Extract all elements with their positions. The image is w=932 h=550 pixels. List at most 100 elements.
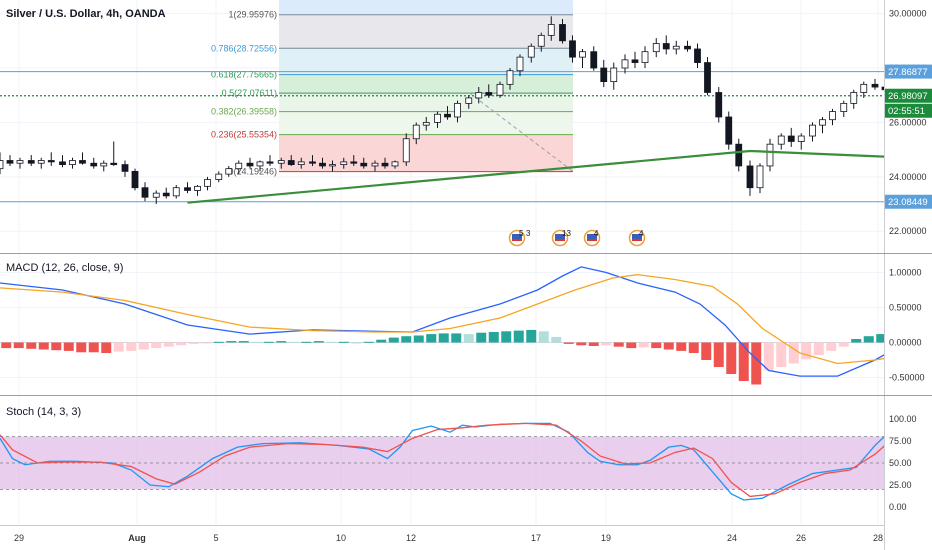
fibonacci-retracement[interactable]: 1(29.95976) 0.786(28.72556) 0.618(27.75665… xyxy=(211,0,574,177)
candle-body xyxy=(100,162,108,167)
candle-body xyxy=(90,162,98,167)
macd-histogram-bar xyxy=(263,341,274,343)
candle-body xyxy=(402,138,410,163)
candle-body xyxy=(162,192,170,197)
macd-histogram-bar xyxy=(138,342,149,350)
macd-histogram-bar xyxy=(651,342,662,349)
macd-histogram-bar xyxy=(788,342,799,364)
candles xyxy=(0,16,884,205)
price-tag-label: 27.86877 xyxy=(888,67,928,78)
macd-tick-label: -0.50000 xyxy=(889,373,925,383)
stoch-tick-label: 100.00 xyxy=(889,414,917,424)
candle-body xyxy=(840,102,848,112)
macd-title[interactable]: MACD (12, 26, close, 9) xyxy=(6,262,124,274)
fib-zone xyxy=(279,74,573,94)
candle-body xyxy=(829,111,836,121)
stoch-tick-label: 0.00 xyxy=(889,502,907,512)
candle-body xyxy=(715,92,723,118)
us-flag-icon xyxy=(587,234,597,241)
candle-body xyxy=(610,67,618,83)
macd-histogram-bar xyxy=(313,341,324,343)
horizontal-lines[interactable] xyxy=(0,71,884,203)
candle-body xyxy=(422,122,430,126)
macd-histogram-bar xyxy=(601,342,612,346)
macd-histogram-bar xyxy=(338,341,349,343)
us-flag-icon xyxy=(555,234,565,241)
candle-body xyxy=(850,92,858,104)
price-tags: 27.86877 26.98097 02:55:51 23.08449 xyxy=(885,64,932,209)
macd-histogram-bar xyxy=(701,342,712,360)
candle-body xyxy=(652,43,660,53)
macd-histogram-bar xyxy=(376,339,387,343)
candle-body xyxy=(297,161,305,165)
fib-level-label: 0.382(26.39558) xyxy=(211,107,277,117)
candle-body xyxy=(287,160,295,165)
macd-tick-label: 0.00000 xyxy=(889,338,922,348)
candle-body xyxy=(569,40,576,58)
candle-body xyxy=(672,45,680,50)
candle-body xyxy=(559,24,566,42)
macd-histogram-bar xyxy=(351,342,362,344)
signal-line xyxy=(0,273,884,365)
macd-histogram-bar xyxy=(726,342,737,374)
candle-body xyxy=(319,162,326,167)
time-tick-label: 28 xyxy=(873,533,883,543)
candle-body xyxy=(527,45,535,58)
macd-histogram-bar xyxy=(538,331,549,343)
time-tick-label: 5 xyxy=(213,533,218,543)
macd-histogram-bar xyxy=(1,342,12,349)
candle-body xyxy=(777,135,785,145)
macd-histogram-bar xyxy=(88,342,99,353)
candle-body xyxy=(590,51,598,69)
candle-body xyxy=(350,161,358,164)
time-tick-label: Aug xyxy=(128,533,146,543)
economic-events[interactable]: 5 3 13 4 4 xyxy=(508,229,646,247)
stoch-band xyxy=(0,436,884,490)
macd-histogram-bar xyxy=(876,334,884,343)
candle-body xyxy=(537,34,545,47)
macd-histogram-bar xyxy=(301,341,312,343)
candle-body xyxy=(309,161,316,164)
candle-body xyxy=(412,124,420,140)
candle-body xyxy=(809,124,816,137)
candle-body xyxy=(152,192,160,198)
candle-body xyxy=(860,83,868,93)
fib-level-label: 0.786(28.72556) xyxy=(211,43,277,53)
price-tick-label: 30.00000 xyxy=(889,9,927,19)
macd-histogram-bar xyxy=(663,342,674,350)
macd-histogram-bar xyxy=(676,342,687,351)
macd-histogram-bar xyxy=(13,342,24,349)
us-flag-stripe xyxy=(512,239,522,241)
price-tag-box xyxy=(885,194,932,209)
candle-body xyxy=(871,83,879,88)
fib-level-label: 1(29.95976) xyxy=(228,10,277,20)
symbol-title[interactable]: Silver / U.S. Dollar, 4h, OANDA xyxy=(6,8,166,20)
macd-histogram-bar xyxy=(638,342,649,348)
macd-histogram-bar xyxy=(26,342,37,349)
candle-body xyxy=(79,160,86,164)
macd-histogram-bar xyxy=(226,341,237,343)
stoch-tick-label: 75.00 xyxy=(889,436,912,446)
stoch-title[interactable]: Stoch (14, 3, 3) xyxy=(6,406,82,418)
macd-histogram-bar xyxy=(51,342,62,351)
price-tick-label: 22.00000 xyxy=(889,226,927,236)
candle-body xyxy=(131,170,139,189)
price-tick-label: 26.00000 xyxy=(889,117,927,127)
macd-histogram-bar xyxy=(563,342,574,344)
macd-histogram-bar xyxy=(826,342,837,351)
time-tick-label: 26 xyxy=(796,533,806,543)
candle-body xyxy=(6,160,14,164)
candle-body xyxy=(0,160,4,170)
candle-body xyxy=(454,102,461,118)
macd-histogram-bar xyxy=(176,342,187,346)
macd-histogram-bar xyxy=(201,342,212,344)
candle-body xyxy=(881,86,884,91)
price-tag-box xyxy=(885,103,932,118)
candle-body xyxy=(277,160,285,164)
candle-body xyxy=(141,187,149,198)
macd-histogram-bar xyxy=(276,341,287,343)
macd-histogram-bar xyxy=(388,337,399,343)
macd-tick-label: 0.50000 xyxy=(889,303,922,313)
macd-histogram-bar xyxy=(251,341,262,343)
